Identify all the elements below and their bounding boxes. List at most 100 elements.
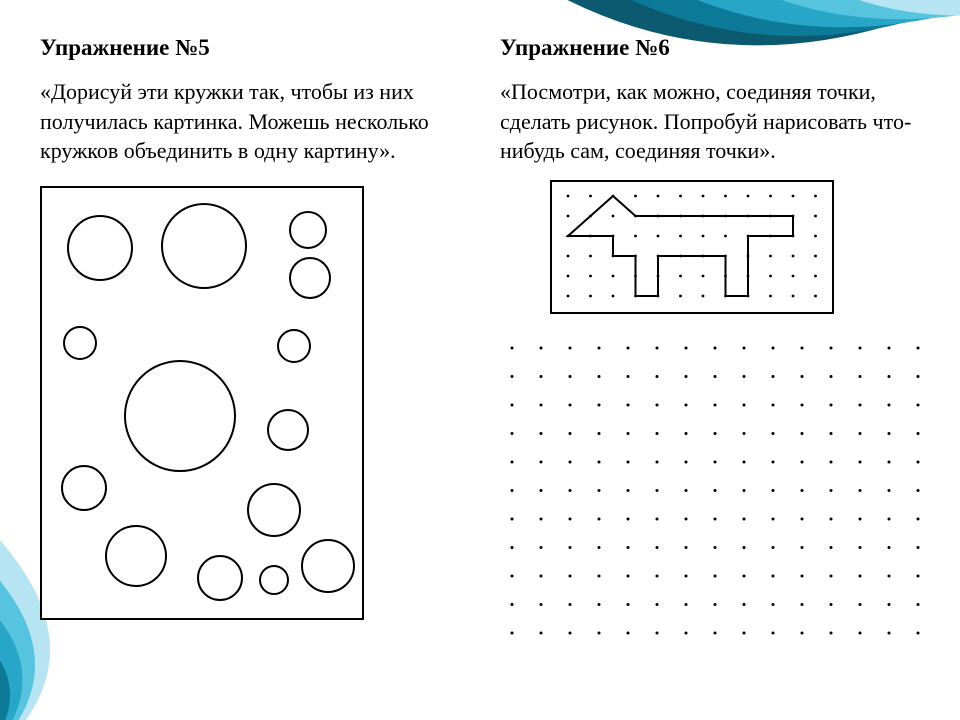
grid-dot	[511, 432, 514, 435]
grid-dot	[801, 375, 804, 378]
grid-dot	[801, 461, 804, 464]
grid-dot	[569, 546, 572, 549]
grid-dot	[743, 347, 746, 350]
grid-dot	[634, 195, 637, 198]
grid-dot	[511, 603, 514, 606]
grid-dot	[598, 546, 601, 549]
grid-dot	[859, 375, 862, 378]
grid-dot	[627, 518, 630, 521]
grid-dot	[830, 489, 833, 492]
grid-dot	[540, 432, 543, 435]
circle	[302, 540, 354, 592]
grid-dot	[656, 603, 659, 606]
grid-dot	[569, 632, 572, 635]
grid-dot	[685, 347, 688, 350]
grid-dot	[772, 461, 775, 464]
grid-dot	[679, 295, 682, 298]
grid-dot	[772, 347, 775, 350]
grid-dot	[743, 404, 746, 407]
circle	[106, 526, 166, 586]
grid-dot	[702, 195, 705, 198]
grid-dot	[859, 603, 862, 606]
grid-dot	[511, 375, 514, 378]
grid-dot	[702, 295, 705, 298]
grid-dot	[714, 461, 717, 464]
grid-dot	[888, 404, 891, 407]
grid-dot	[511, 404, 514, 407]
grid-dot	[859, 632, 862, 635]
grid-dot	[569, 575, 572, 578]
grid-dot	[540, 404, 543, 407]
grid-dot	[540, 461, 543, 464]
grid-dot	[540, 575, 543, 578]
grid-dot	[917, 575, 920, 578]
grid-dot	[830, 432, 833, 435]
grid-dot	[685, 404, 688, 407]
grid-dot	[627, 489, 630, 492]
circle	[162, 204, 246, 288]
grid-dot	[769, 275, 772, 278]
grid-dot	[598, 375, 601, 378]
circle	[278, 330, 310, 362]
grid-dot	[598, 432, 601, 435]
circle	[198, 556, 242, 600]
grid-dot	[685, 461, 688, 464]
exercise-5-title: Упражнение №5	[40, 32, 460, 63]
grid-dot	[612, 295, 615, 298]
grid-dot	[598, 489, 601, 492]
grid-dot	[859, 518, 862, 521]
exercise-5: Упражнение №5 «Дорисуй эти кружки так, ч…	[40, 32, 460, 700]
grid-dot	[814, 255, 817, 258]
grid-dot	[569, 461, 572, 464]
grid-dot	[801, 347, 804, 350]
grid-dot	[511, 632, 514, 635]
grid-dot	[743, 632, 746, 635]
grid-dot	[714, 489, 717, 492]
grid-dot	[598, 404, 601, 407]
grid-dot	[656, 518, 659, 521]
grid-dot	[627, 404, 630, 407]
grid-dot	[814, 195, 817, 198]
grid-dot	[569, 404, 572, 407]
grid-dot	[567, 215, 570, 218]
grid-dot	[743, 518, 746, 521]
grid-dot	[714, 404, 717, 407]
grid-dot	[743, 575, 746, 578]
grid-dot	[567, 295, 570, 298]
grid-dot	[598, 575, 601, 578]
grid-dot	[627, 432, 630, 435]
grid-dot	[888, 546, 891, 549]
grid-dot	[714, 375, 717, 378]
grid-dot	[656, 461, 659, 464]
grid-dot	[714, 603, 717, 606]
grid-dot	[772, 575, 775, 578]
circle	[290, 212, 326, 248]
grid-dot	[569, 489, 572, 492]
grid-dot	[772, 518, 775, 521]
grid-dot	[830, 375, 833, 378]
grid-dot	[714, 575, 717, 578]
grid-dot	[792, 255, 795, 258]
grid-dot	[511, 461, 514, 464]
grid-dot	[792, 195, 795, 198]
grid-dot	[540, 489, 543, 492]
grid-dot	[917, 603, 920, 606]
grid-dot	[801, 432, 804, 435]
grid-dot	[567, 195, 570, 198]
grid-dot	[792, 275, 795, 278]
grid-dot	[511, 575, 514, 578]
grid-dot	[540, 546, 543, 549]
grid-dot	[743, 432, 746, 435]
grid-dot	[814, 295, 817, 298]
grid-dot	[569, 347, 572, 350]
grid-dot	[830, 603, 833, 606]
grid-dot	[801, 546, 804, 549]
grid-dot	[772, 489, 775, 492]
grid-dot	[769, 255, 772, 258]
grid-dot	[569, 375, 572, 378]
grid-dot	[888, 347, 891, 350]
grid-dot	[830, 546, 833, 549]
grid-dot	[772, 375, 775, 378]
grid-dot	[743, 546, 746, 549]
grid-dot	[598, 461, 601, 464]
